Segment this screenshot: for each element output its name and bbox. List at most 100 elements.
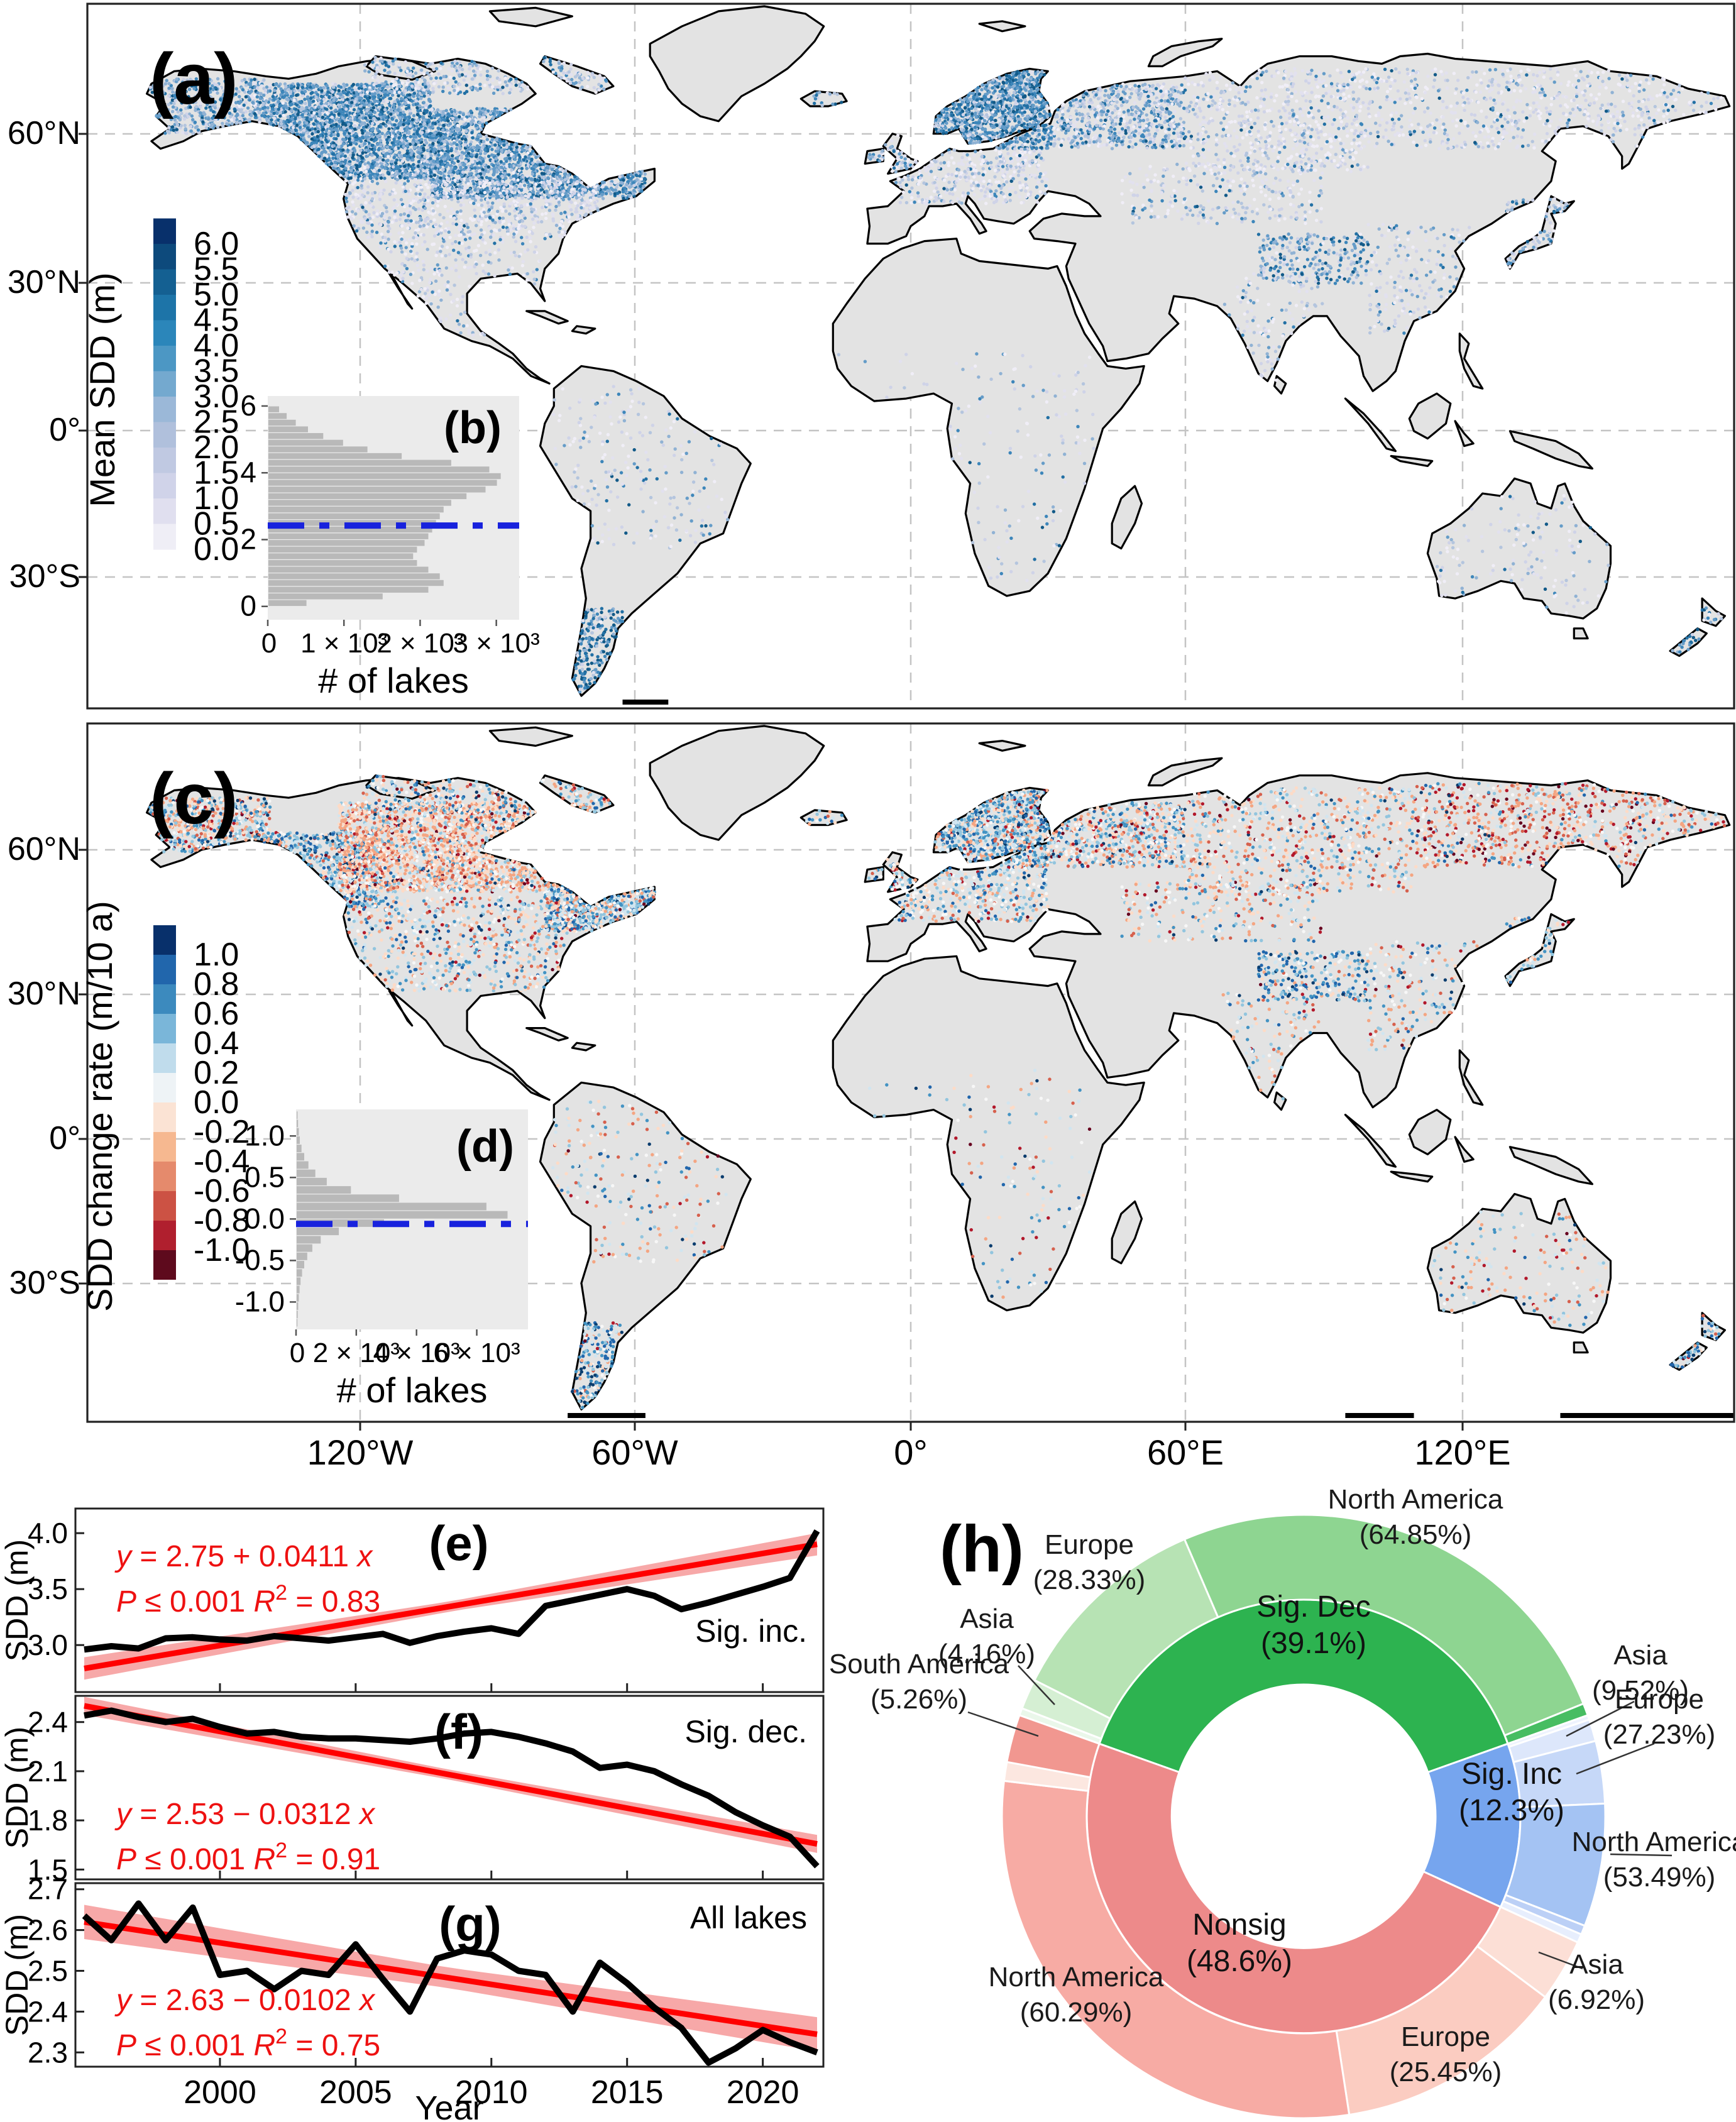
lake-dot	[442, 123, 446, 128]
lake-dot	[348, 137, 351, 141]
lake-dot	[385, 100, 389, 104]
lake-dot	[534, 155, 538, 159]
lake-dot	[578, 80, 581, 84]
lake-dot	[265, 117, 269, 121]
lake-dot	[527, 156, 531, 160]
lake-dot	[316, 135, 319, 138]
lake-dot	[182, 77, 185, 82]
lake-dot	[402, 134, 407, 138]
lake-dot	[461, 170, 465, 174]
island	[1344, 397, 1397, 453]
lake-dot	[431, 121, 435, 125]
lake-dot	[321, 146, 325, 150]
lake-dot	[639, 184, 642, 188]
lake-dot	[491, 159, 495, 163]
lake-dot	[360, 156, 365, 160]
lake-dot	[507, 173, 511, 177]
lake-dot	[331, 128, 334, 132]
lake-dot	[481, 124, 485, 128]
lake-dot	[370, 143, 374, 148]
lake-dot	[420, 158, 424, 162]
lake-dot	[358, 96, 362, 100]
lake-dot	[532, 167, 536, 172]
lake-dot	[248, 98, 252, 102]
lake-dot	[483, 148, 487, 151]
lake-dot	[277, 107, 280, 111]
lake-dot	[499, 160, 503, 163]
lake-dot	[310, 91, 314, 94]
lake-dot	[471, 69, 476, 73]
lake-dot	[432, 159, 436, 163]
lake-dot	[492, 172, 496, 177]
lake-dot	[407, 119, 411, 123]
lake-dot	[466, 74, 471, 78]
lake-dot	[412, 114, 416, 118]
lake-dot	[334, 108, 338, 113]
lake-dot	[458, 65, 462, 69]
lake-dot	[393, 57, 397, 61]
lake-dot	[348, 162, 352, 167]
lake-dot	[324, 120, 329, 124]
lake-dot	[292, 98, 296, 102]
lake-dot	[476, 174, 481, 178]
lake-dot	[283, 110, 287, 114]
lake-dot	[305, 141, 309, 145]
lake-dot	[393, 72, 397, 75]
lake-dot	[497, 85, 500, 89]
lake-dot	[268, 83, 272, 87]
lake-dot	[263, 106, 267, 109]
lake-dot	[273, 116, 277, 120]
lake-dot	[399, 97, 404, 101]
lake-dot	[298, 120, 302, 124]
lake-dot	[459, 156, 464, 160]
lake-dot	[196, 128, 201, 132]
lake-dot	[383, 114, 387, 118]
lake-dot	[311, 84, 316, 89]
lake-dot	[342, 82, 346, 86]
lake-dot	[563, 172, 568, 176]
lake-dot	[337, 124, 341, 128]
lake-dot	[389, 113, 393, 116]
lake-dot	[381, 173, 385, 177]
lake-dot	[530, 150, 535, 153]
lake-dot	[290, 130, 294, 134]
lake-dot	[375, 121, 379, 125]
lake-dot	[406, 79, 410, 82]
lake-dot	[371, 60, 375, 64]
lake-dot	[179, 108, 183, 112]
lake-dot	[442, 118, 446, 121]
lake-dot	[478, 107, 481, 111]
lake-dot	[317, 155, 321, 158]
lake-dot	[513, 151, 517, 155]
lake-dot	[601, 181, 605, 185]
lake-dot	[284, 85, 288, 89]
lake-dot	[573, 175, 577, 179]
lake-dot	[341, 103, 345, 107]
lake-dot	[272, 111, 276, 116]
lake-dot	[463, 143, 467, 147]
lake-dot	[302, 138, 305, 142]
lake-dot	[344, 107, 348, 111]
lake-dot	[238, 101, 241, 105]
lake-dot	[594, 91, 598, 94]
lake-dot	[332, 99, 336, 102]
lake-dot	[361, 121, 365, 125]
lake-dot	[366, 165, 370, 169]
lake-dot	[496, 150, 500, 153]
island	[1111, 485, 1143, 550]
lake-dot	[388, 149, 392, 153]
lake-dot	[516, 160, 520, 165]
lake-dot	[620, 181, 624, 185]
lake-dot	[418, 114, 422, 119]
lake-dot	[374, 72, 378, 76]
lake-dot	[469, 109, 473, 113]
lake-dot	[437, 85, 441, 89]
lake-dot	[381, 158, 385, 162]
lake-dot	[373, 99, 376, 102]
lake-dot	[360, 101, 363, 104]
lake-dot	[439, 172, 443, 175]
lake-dot	[299, 133, 303, 137]
lake-dot	[446, 157, 450, 161]
lake-dot	[382, 90, 386, 94]
lake-dot	[319, 86, 322, 90]
